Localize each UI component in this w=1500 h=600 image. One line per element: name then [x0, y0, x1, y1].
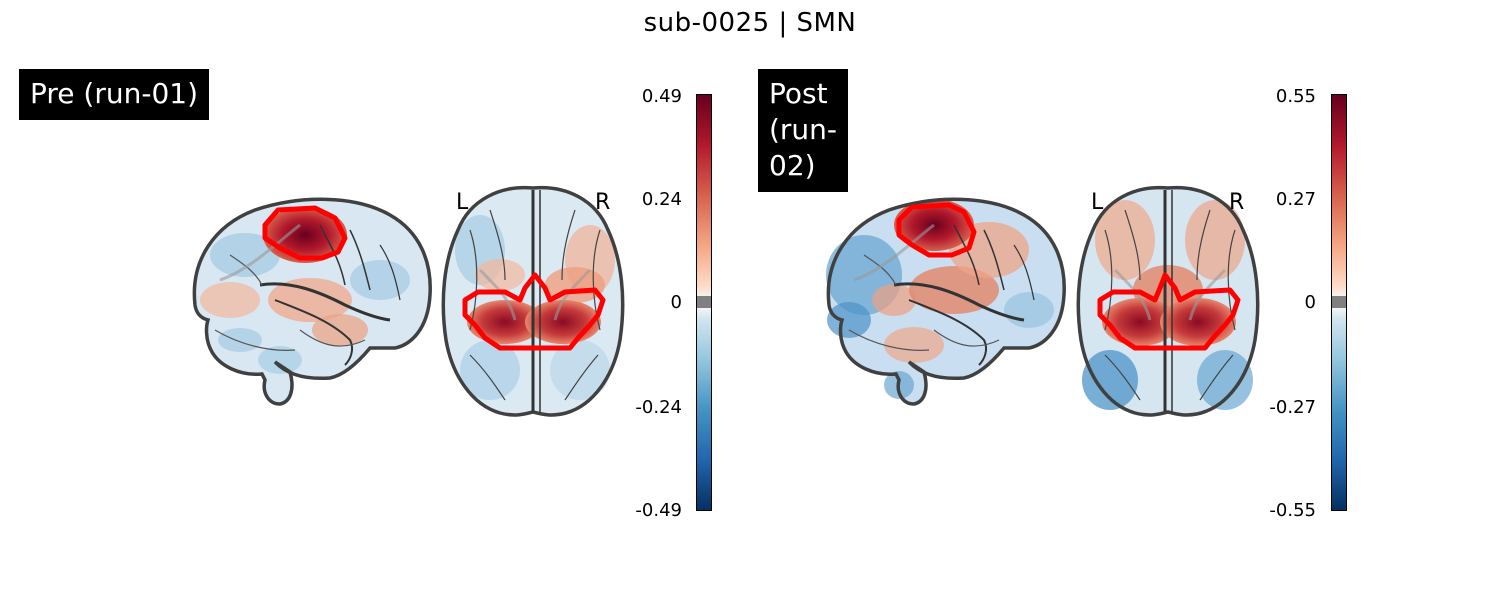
- colorbar-tick: 0.55: [1275, 86, 1316, 107]
- figure-title: sub-0025 | SMN: [643, 8, 857, 38]
- glass-brain-pre: [192, 185, 625, 417]
- colorbar-tick: 0.24: [641, 189, 682, 210]
- panel-label: Post (run-02): [758, 69, 849, 192]
- panel-label: Pre (run-01): [19, 69, 209, 120]
- right-hemisphere-marker: R: [1229, 190, 1245, 215]
- colorbar-tick: -0.27: [1269, 397, 1316, 418]
- left-hemisphere-marker: L: [456, 190, 469, 215]
- colorbar-tick: -0.49: [635, 500, 682, 521]
- panel-post: Post (run-02): [758, 69, 1347, 521]
- colorbar-pre: [696, 94, 712, 511]
- left-hemisphere-marker: L: [1091, 190, 1104, 215]
- colorbar-tick: -0.24: [635, 397, 682, 418]
- colorbar-null-band: [697, 296, 711, 309]
- sagittal-view: [826, 197, 1066, 406]
- sagittal-view: [192, 197, 432, 406]
- axial-view: [441, 185, 625, 417]
- right-hemisphere-marker: R: [595, 190, 611, 215]
- colorbar-tick: 0: [1304, 292, 1316, 313]
- colorbar-tick: 0: [670, 292, 682, 313]
- colorbar-tick: 0.49: [641, 86, 682, 107]
- panel-pre: Pre (run-01): [19, 69, 712, 521]
- colorbar-tick: 0.27: [1275, 189, 1316, 210]
- axial-view: [1076, 185, 1260, 417]
- colorbar-tick: -0.55: [1269, 500, 1316, 521]
- colorbar-post: [1331, 94, 1347, 511]
- colorbar-null-band: [1332, 296, 1346, 309]
